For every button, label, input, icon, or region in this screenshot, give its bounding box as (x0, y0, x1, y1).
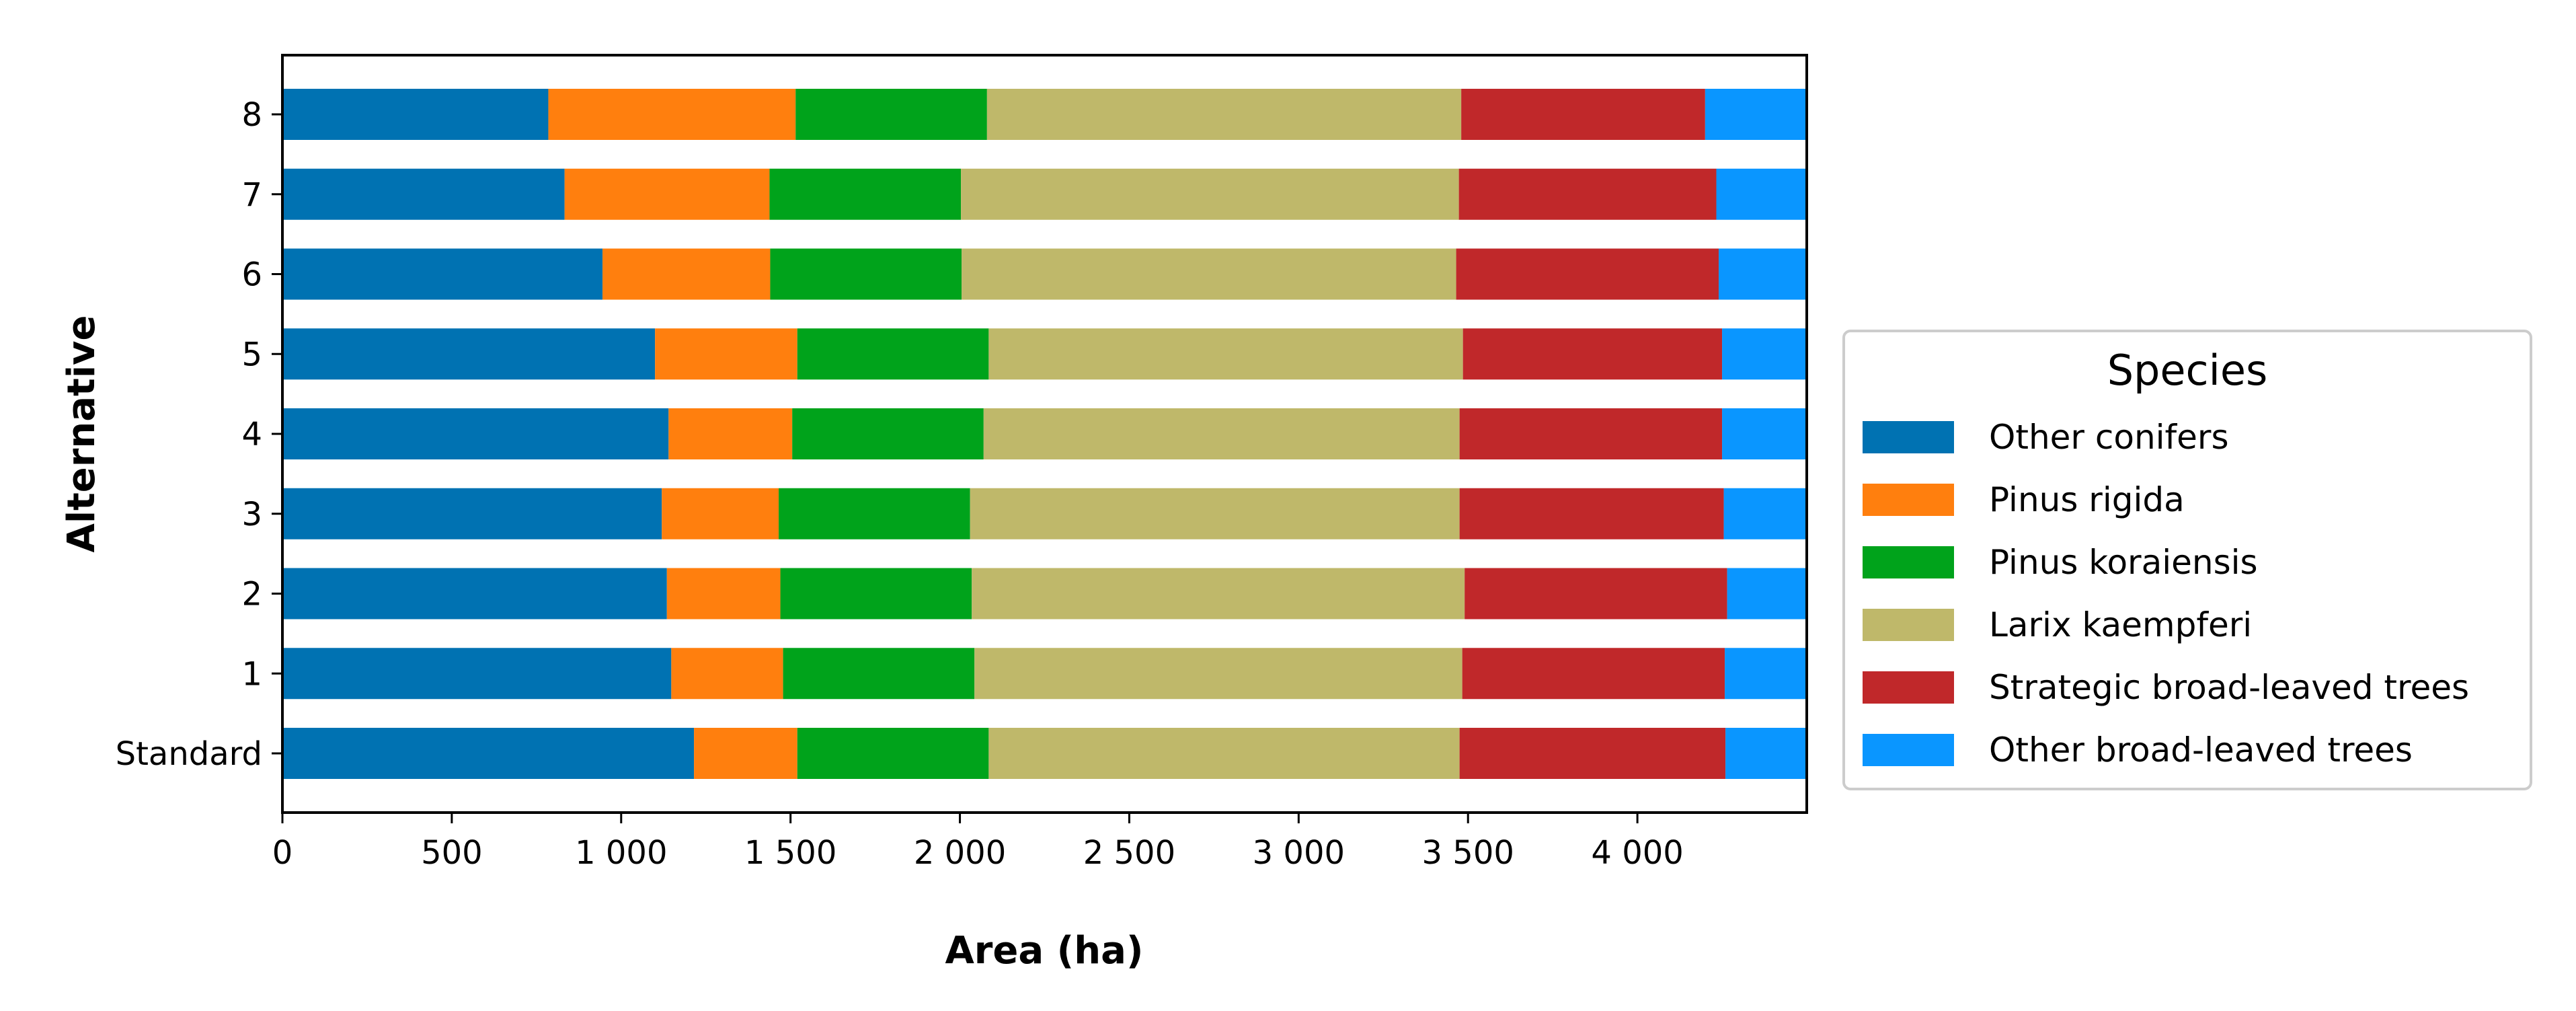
bar-segment (282, 488, 662, 539)
y-tick-label: 8 (241, 96, 262, 134)
bar-segment (1719, 248, 1807, 300)
x-tick-label: 2 500 (1083, 834, 1175, 872)
y-axis: Standard 1 2 3 4 5 6 7 8 (116, 96, 282, 773)
bar-segment (282, 408, 669, 459)
x-tick-label: 3 500 (1422, 834, 1514, 872)
bar-segment (986, 89, 1462, 140)
legend-label: Strategic broad-leaved trees (1989, 668, 2469, 707)
bar-segment (795, 89, 987, 140)
bar-segment (1465, 568, 1727, 620)
bar-segment (282, 648, 672, 700)
legend-label: Larix kaempferi (1989, 605, 2252, 644)
legend-items: Other conifers Pinus rigida Pinus koraiens… (1863, 418, 2469, 770)
legend-swatch (1863, 609, 1954, 641)
legend-title: Species (2107, 346, 2268, 395)
legend-label: Pinus rigida (1989, 480, 2185, 519)
bar-segment (282, 328, 656, 380)
y-axis-title: Alternative (60, 315, 104, 552)
y-tick-label: 5 (241, 336, 262, 373)
bar-segment (972, 568, 1465, 620)
bar-segment (666, 568, 781, 620)
y-tick-label: 2 (241, 576, 262, 613)
bar-segment (548, 89, 796, 140)
bar-segment (961, 168, 1459, 220)
bar-segment (1723, 488, 1807, 539)
bar-segment (282, 89, 549, 140)
x-tick-label: 4 000 (1591, 834, 1683, 872)
bar-segment (792, 408, 984, 459)
bar-segment (1725, 728, 1807, 779)
bar-segment (662, 488, 779, 539)
bar-segment (797, 728, 989, 779)
bar-segment (694, 728, 797, 779)
bar-segment (602, 248, 771, 300)
bar-segment (1727, 568, 1807, 620)
bar-segment (282, 168, 565, 220)
bar-segment (1459, 728, 1726, 779)
bar-segment (1461, 89, 1705, 140)
y-tick-label: 6 (241, 256, 262, 294)
bar-segment (770, 248, 962, 300)
bar-segment (282, 248, 603, 300)
bar-segment (974, 648, 1462, 700)
y-tick-label: Standard (116, 735, 262, 773)
x-tick-label: 1 000 (575, 834, 667, 872)
legend-label: Other conifers (1989, 418, 2229, 457)
bar-segment (671, 648, 783, 700)
bar-segment (282, 568, 667, 620)
x-tick-label: 3 000 (1253, 834, 1345, 872)
y-tick-label: 1 (241, 655, 262, 693)
legend-box (1842, 330, 2532, 790)
x-tick-label: 1 500 (744, 834, 836, 872)
bar-segment (988, 728, 1460, 779)
bar-segment (1459, 488, 1724, 539)
y-tick-label: 7 (241, 176, 262, 214)
bar-segment (783, 648, 975, 700)
legend-swatch (1863, 671, 1954, 704)
bar-segment (983, 408, 1460, 459)
bar-segment (779, 488, 970, 539)
bar-segment (1462, 648, 1725, 700)
bar-segment (1705, 89, 1807, 140)
legend: Species Other conifers Pinus rigida Pinus … (1842, 330, 2532, 790)
bar-segment (1462, 328, 1723, 380)
bar-segment (988, 328, 1463, 380)
x-tick-label: 2 000 (914, 834, 1006, 872)
bar-segment (655, 328, 797, 380)
bar-segment (780, 568, 972, 620)
legend-swatch (1863, 421, 1954, 453)
bar-segment (1722, 408, 1807, 459)
bar-segment (1725, 648, 1807, 700)
x-tick-label: 0 (272, 834, 293, 872)
bar-segment (1458, 168, 1717, 220)
y-tick-label: 4 (241, 416, 262, 453)
legend-swatch (1863, 734, 1954, 766)
x-axis-title: Area (ha) (945, 929, 1143, 973)
bars-group (282, 89, 1807, 779)
bar-segment (1456, 248, 1719, 300)
bar-segment (970, 488, 1460, 539)
x-tick-label: 500 (421, 834, 483, 872)
y-tick-label: 3 (241, 496, 262, 533)
bar-segment (1459, 408, 1723, 459)
bar-segment (962, 248, 1456, 300)
bar-segment (668, 408, 793, 459)
bar-segment (769, 168, 962, 220)
bar-segment (564, 168, 770, 220)
bar-segment (797, 328, 989, 380)
bar-segment (1716, 168, 1807, 220)
legend-swatch (1863, 546, 1954, 578)
legend-swatch (1863, 484, 1954, 516)
bar-segment (282, 728, 695, 779)
legend-label: Pinus koraiensis (1989, 543, 2258, 582)
bar-segment (1722, 328, 1807, 380)
legend-label: Other broad-leaved trees (1989, 731, 2413, 770)
x-axis: 0 500 1 000 1 500 2 000 2 500 3 000 3 500 4 000 (272, 813, 1684, 872)
